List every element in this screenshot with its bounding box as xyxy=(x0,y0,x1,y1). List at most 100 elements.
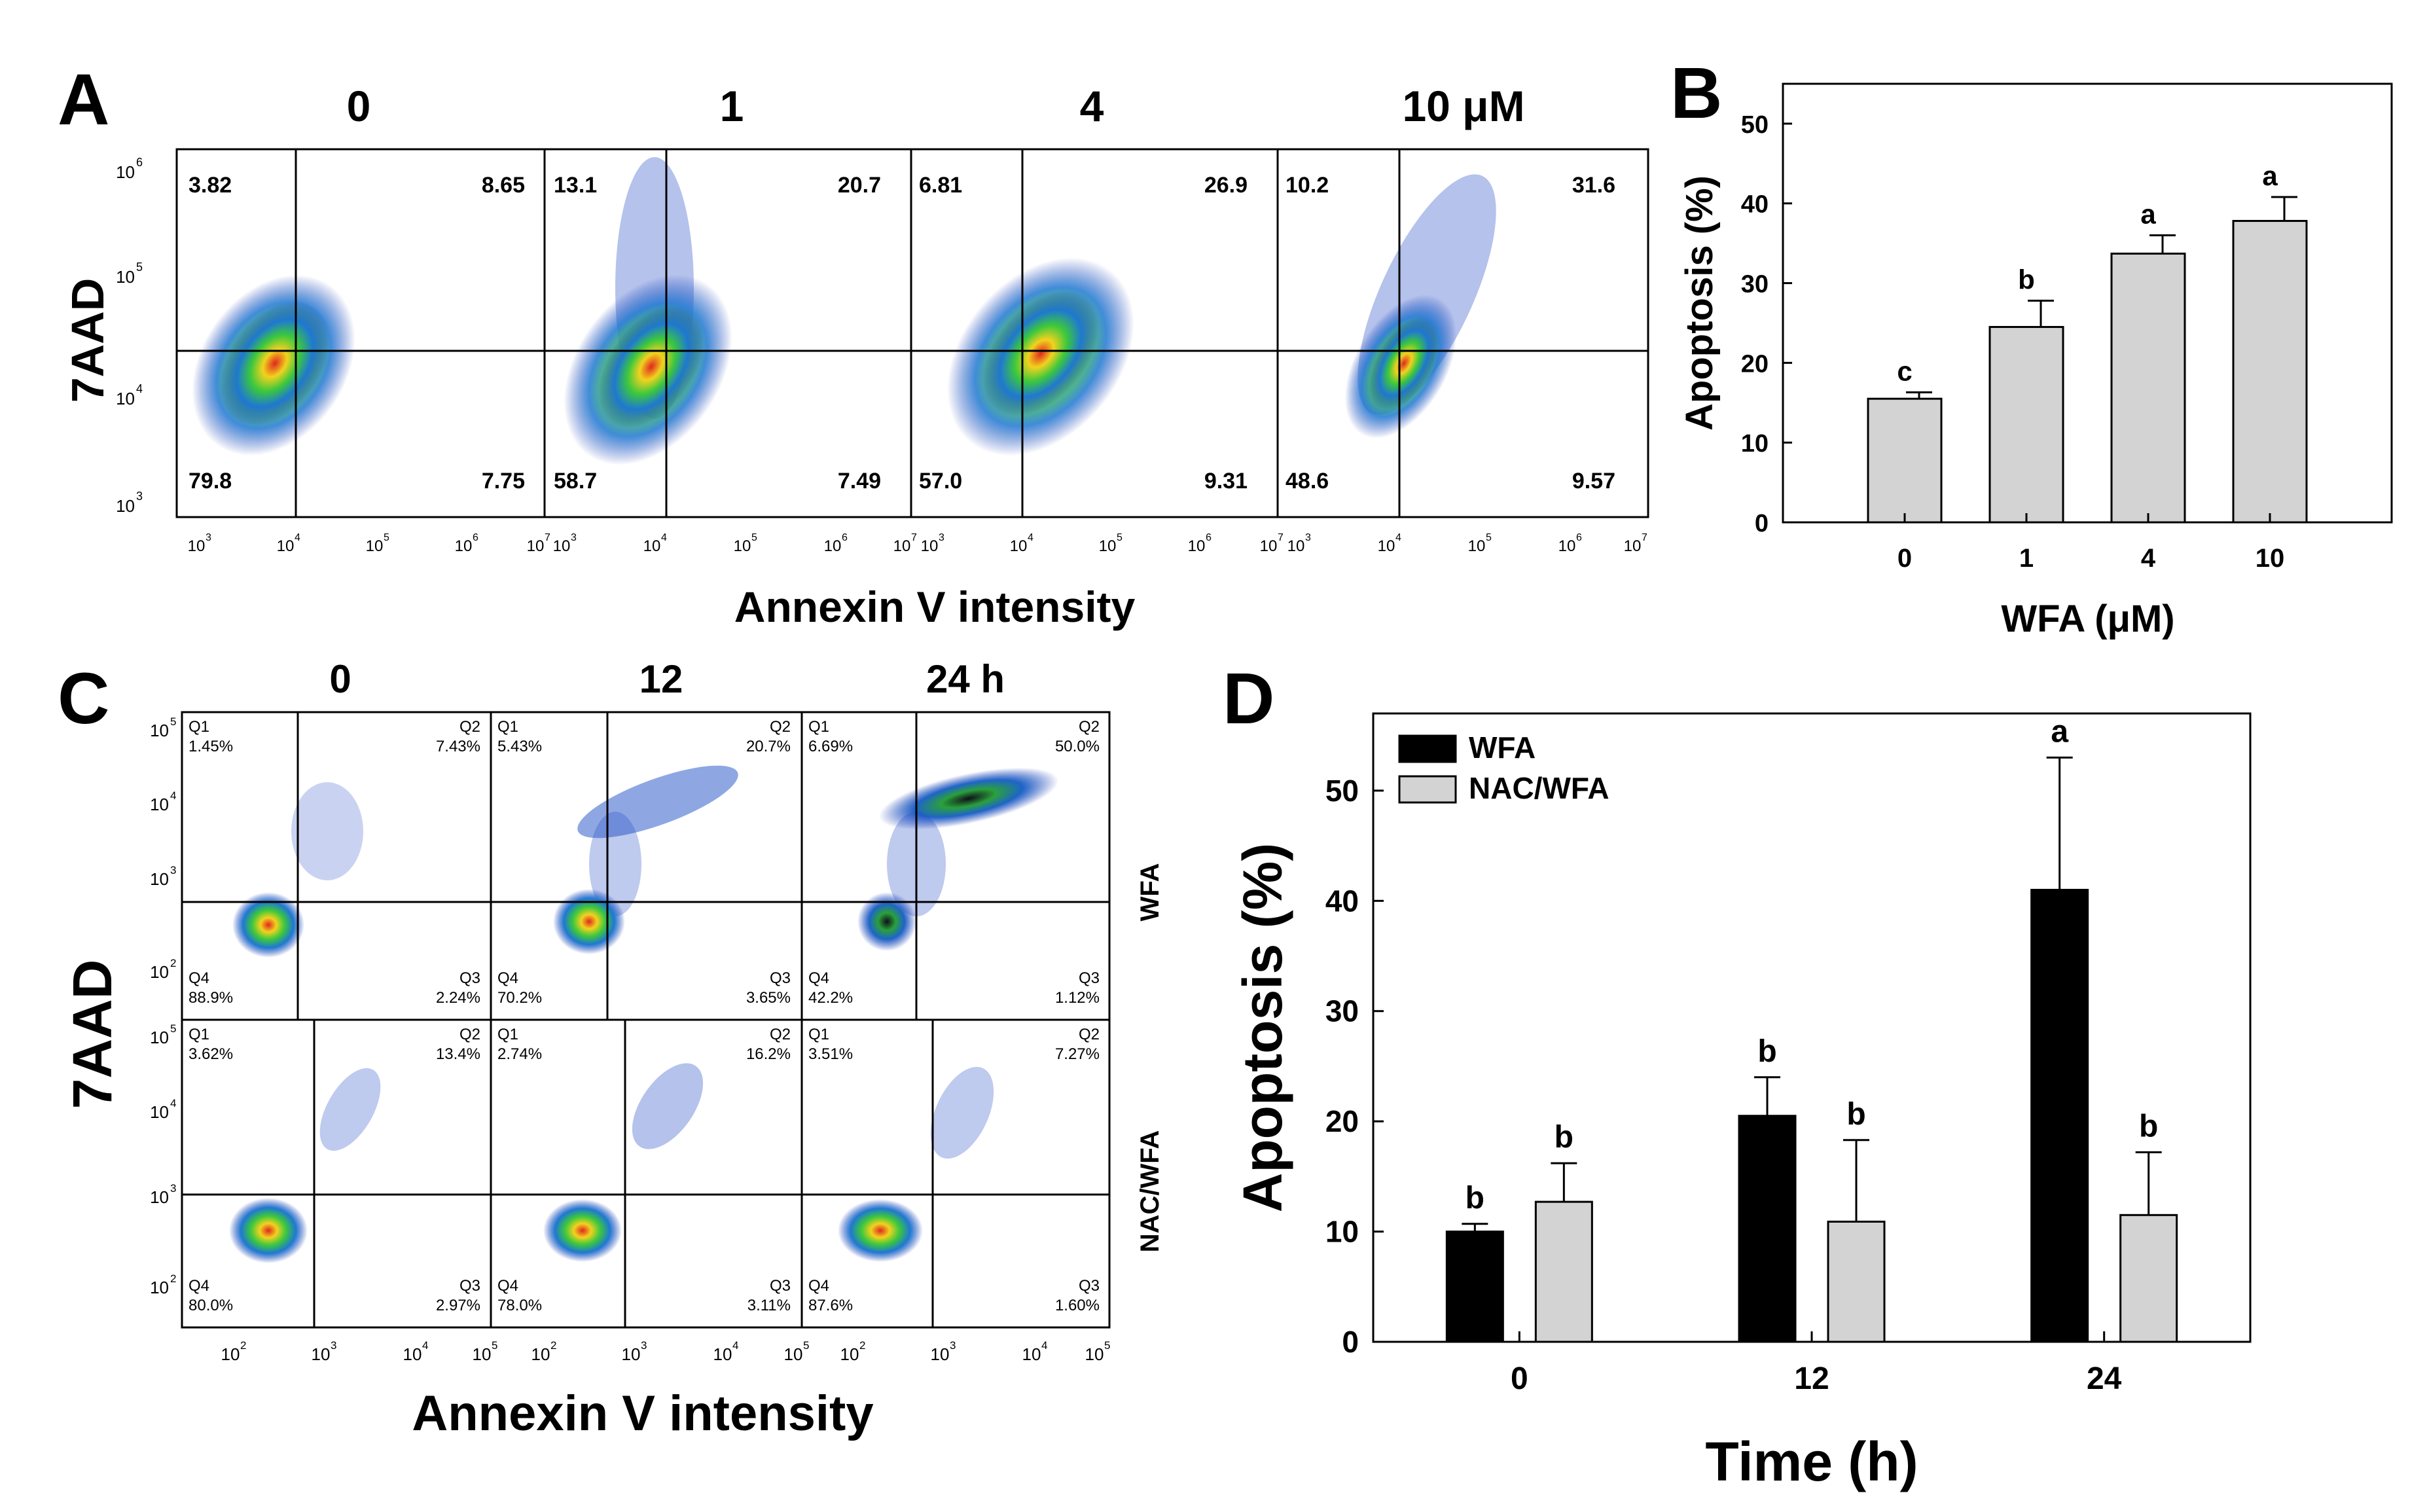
errorbar-d-wfa-24 xyxy=(2046,756,2073,890)
c-wfa-24-q2: 50.0% xyxy=(1055,738,1100,755)
svg-text:10: 10 xyxy=(116,496,135,516)
ytick-c-bot-3: 10 3 xyxy=(150,1182,176,1207)
sig-label-b-0: c xyxy=(1897,355,1912,386)
svg-text:5: 5 xyxy=(1117,532,1123,543)
ytick-label-b-50: 50 xyxy=(1741,111,1769,139)
c-wfa-24-q1: 6.69% xyxy=(808,738,853,755)
svg-text:4: 4 xyxy=(1041,1339,1047,1352)
sig-label-d-wfa-0: b xyxy=(1465,1181,1484,1215)
xtick-c-0-2: 10 2 xyxy=(221,1339,247,1364)
panel-b-xaxis: 0 1 4 10 xyxy=(1897,513,2284,573)
quad-a-0-ul: 3.82 xyxy=(189,173,232,198)
svg-text:10: 10 xyxy=(931,1344,950,1364)
svg-text:10: 10 xyxy=(531,1344,550,1364)
ytick-label-d-30: 30 xyxy=(1325,994,1359,1028)
xtick-a-2-7: 10 7 xyxy=(1260,532,1284,555)
bar-b-10 xyxy=(2232,220,2308,524)
svg-text:6: 6 xyxy=(136,156,143,169)
svg-text:10: 10 xyxy=(1558,537,1576,555)
svg-text:2: 2 xyxy=(240,1339,246,1352)
xtick-a-2-6: 10 6 xyxy=(1188,532,1212,555)
xtick-a-3-6: 10 6 xyxy=(1558,532,1582,555)
panel-a-letter: A xyxy=(58,60,109,140)
c-wfa-0-q2: 7.43% xyxy=(436,738,480,755)
svg-text:7: 7 xyxy=(1642,532,1647,543)
quad-a-3-ul: 10.2 xyxy=(1285,173,1329,198)
quad-a-3-ur: 31.6 xyxy=(1572,173,1615,198)
flow-plot-c-wfa-24: Q1 6.69% Q2 50.0% Q4 42.2% Q3 1.12% xyxy=(800,711,1111,1021)
svg-text:10: 10 xyxy=(150,962,169,982)
svg-text:7: 7 xyxy=(1278,532,1284,543)
svg-text:10: 10 xyxy=(1188,537,1206,555)
xtick-a-2-3: 10 3 xyxy=(921,532,944,555)
svg-text:4: 4 xyxy=(170,789,176,802)
svg-text:5: 5 xyxy=(170,1022,176,1035)
svg-text:10: 10 xyxy=(1085,1344,1104,1364)
errorbar-b-0 xyxy=(1906,391,1932,399)
svg-text:10: 10 xyxy=(713,1344,732,1364)
svg-text:7: 7 xyxy=(911,532,917,543)
ytick-c-bot-2: 10 2 xyxy=(150,1272,176,1297)
legend-swatch-wfa xyxy=(1398,734,1457,763)
svg-text:10: 10 xyxy=(784,1344,803,1364)
xtick-a-0-4: 10 4 xyxy=(277,532,300,555)
bar-d-wfa-12 xyxy=(1738,1115,1797,1343)
c-wfa-0-q1-name: Q1 xyxy=(189,718,209,736)
xtick-label-b-10: 10 xyxy=(2256,544,2285,573)
bar-d-nac-wfa-12 xyxy=(1827,1220,1886,1343)
xtick-label-d-0: 0 xyxy=(1511,1361,1528,1396)
ytick-label-d-50: 50 xyxy=(1325,774,1359,808)
panel-b-ylabel: Apoptosis (%) xyxy=(1678,175,1721,431)
conc-label-10: 10 μM xyxy=(1402,82,1524,130)
errorbar-d-nac-wfa-0 xyxy=(1551,1162,1577,1202)
panel-b-letter: B xyxy=(1670,53,1722,134)
xtick-c-0-5: 10 5 xyxy=(473,1339,498,1364)
xtick-a-0-6: 10 6 xyxy=(455,532,478,555)
time-label-0: 0 xyxy=(329,657,351,701)
flow-plot-c-nac-0: Q1 3.62% Q2 13.4% Q4 80.0% Q3 2.97% xyxy=(181,1018,492,1329)
c-nac-0-q2-name: Q2 xyxy=(459,1026,480,1043)
c-wfa-12-q3: 3.65% xyxy=(746,989,791,1007)
c-nac-24-q3: 1.60% xyxy=(1055,1297,1100,1314)
xtick-c-2-5: 10 5 xyxy=(1085,1339,1111,1364)
xtick-label-d-12: 12 xyxy=(1794,1361,1829,1396)
svg-text:5: 5 xyxy=(803,1339,809,1352)
panel-d-xaxis: 0 12 24 xyxy=(1511,1331,2122,1396)
time-label-12: 12 xyxy=(639,657,683,701)
panel-a-yticks: 10 3 10 4 10 5 10 6 xyxy=(116,156,143,516)
c-nac-0-q4-name: Q4 xyxy=(189,1277,209,1295)
xtick-c-1-2: 10 2 xyxy=(531,1339,557,1364)
svg-text:5: 5 xyxy=(492,1339,497,1352)
svg-text:10: 10 xyxy=(150,869,169,889)
c-wfa-24-q4: 42.2% xyxy=(808,989,853,1007)
c-nac-24-q2: 7.27% xyxy=(1055,1045,1100,1063)
ytick-label-d-10: 10 xyxy=(1325,1215,1359,1249)
panel-d-ylabel: Apoptosis (%) xyxy=(1232,843,1293,1213)
xtick-c-2-2: 10 2 xyxy=(840,1339,866,1364)
svg-text:4: 4 xyxy=(732,1339,738,1352)
svg-text:10: 10 xyxy=(1260,537,1278,555)
panel-b-frame xyxy=(1782,82,2393,524)
panel-c-xticks: 10 2 10 3 10 4 10 5 10 2 10 3 10 4 10 5 10 2 10 3 … xyxy=(221,1339,1111,1364)
c-wfa-12-q2-name: Q2 xyxy=(770,718,791,736)
c-nac-0-q1: 3.62% xyxy=(189,1045,233,1063)
svg-text:10: 10 xyxy=(455,537,473,555)
flow-plot-c-nac-24: Q1 3.51% Q2 7.27% Q4 87.6% Q3 1.60% xyxy=(800,1018,1111,1329)
quad-a-1-ul: 13.1 xyxy=(554,173,597,198)
xtick-a-1-6: 10 6 xyxy=(824,532,848,555)
xtick-a-1-7: 10 7 xyxy=(893,532,917,555)
sig-label-d-nac-wfa-24: b xyxy=(2139,1109,2158,1143)
c-nac-12-q3-name: Q3 xyxy=(770,1277,791,1295)
svg-text:10: 10 xyxy=(921,537,939,555)
xtick-c-1-5: 10 5 xyxy=(784,1339,810,1364)
xtick-a-3-4: 10 4 xyxy=(1378,532,1401,555)
xtick-a-1-3: 10 3 xyxy=(553,532,577,555)
sig-label-d-wfa-12: b xyxy=(1757,1034,1776,1069)
quad-a-2-ul: 6.81 xyxy=(919,173,962,198)
c-wfa-12-q3-name: Q3 xyxy=(770,969,791,987)
quad-a-1-lr: 7.49 xyxy=(838,469,881,494)
xtick-a-1-5: 10 5 xyxy=(734,532,757,555)
sig-label-d-nac-wfa-0: b xyxy=(1555,1120,1573,1155)
xtick-a-3-7: 10 7 xyxy=(1624,532,1647,555)
